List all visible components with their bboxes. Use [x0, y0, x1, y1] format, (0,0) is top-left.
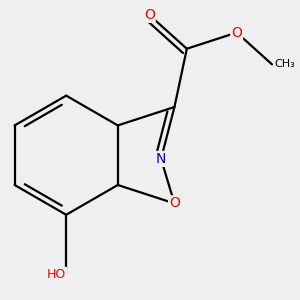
- Text: O: O: [169, 196, 180, 210]
- Text: O: O: [144, 8, 154, 22]
- Text: HO: HO: [47, 268, 66, 281]
- Text: CH₃: CH₃: [274, 59, 295, 69]
- Text: O: O: [231, 26, 242, 40]
- Text: N: N: [156, 152, 166, 166]
